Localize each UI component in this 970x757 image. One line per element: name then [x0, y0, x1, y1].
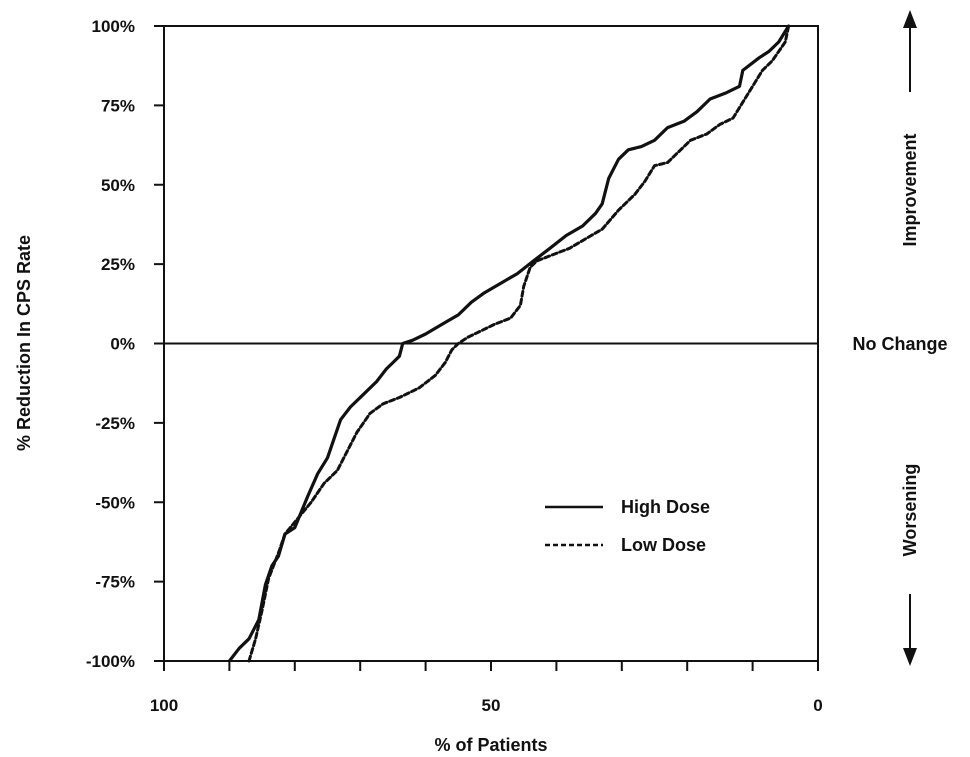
x-axis-label: % of Patients — [434, 735, 547, 755]
y-tick-label: 25% — [101, 255, 135, 274]
x-tick-label: 50 — [482, 696, 501, 715]
worsening-arrow — [903, 594, 917, 666]
y-tick-label: -100% — [86, 652, 135, 671]
y-tick-label: -25% — [95, 414, 135, 433]
worsening-label: Worsening — [900, 464, 920, 557]
y-tick-label: 75% — [101, 96, 135, 115]
series-line-low-dose — [247, 24, 791, 663]
y-tick-label: 50% — [101, 176, 135, 195]
ticks-layer: 100% 75% 50% 25% 0% -25% -50% -75% -100% 100 50 0 — [86, 17, 823, 715]
legend-label-low-dose: Low Dose — [621, 535, 706, 555]
x-tick-label: 0 — [813, 696, 822, 715]
improvement-label: Improvement — [900, 133, 920, 246]
y-tick-label: -50% — [95, 493, 135, 512]
y-tick-label: 0% — [110, 335, 135, 354]
y-axis-label: % Reduction In CPS Rate — [14, 235, 34, 451]
y-tick-label: -75% — [95, 573, 135, 592]
no-change-label: No Change — [852, 334, 947, 354]
legend-label-high-dose: High Dose — [621, 497, 710, 517]
series-layer — [227, 24, 791, 663]
y-tick-label: 100% — [92, 17, 135, 36]
improvement-arrow — [903, 10, 917, 92]
legend: High Dose Low Dose — [545, 497, 710, 555]
x-tick-label: 100 — [150, 696, 178, 715]
